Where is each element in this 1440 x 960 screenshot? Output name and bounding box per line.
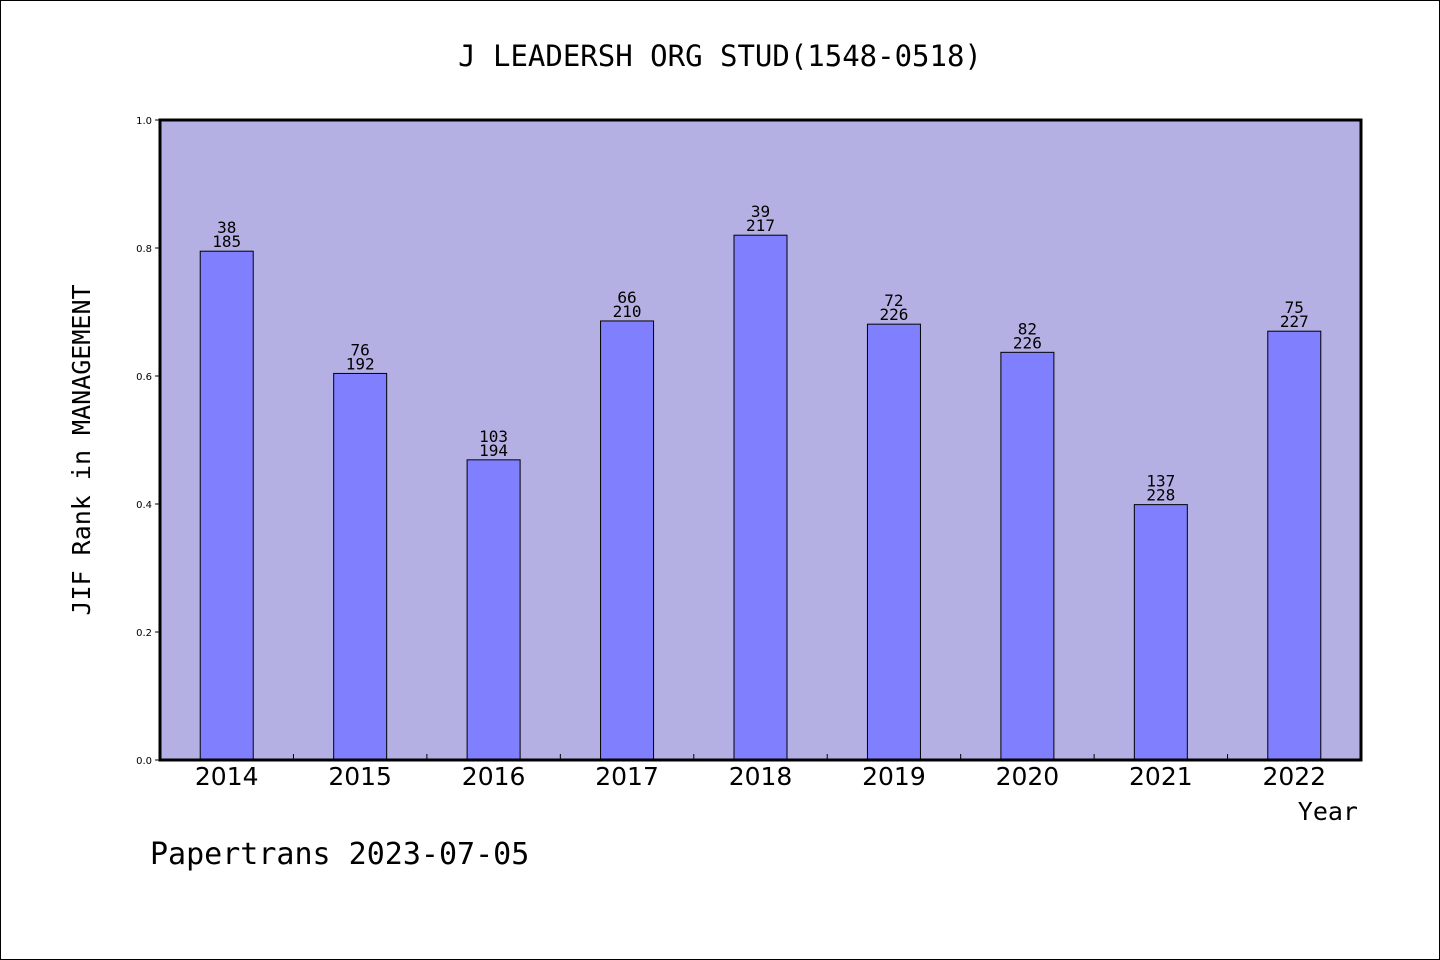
bar-2015 [333, 372, 388, 761]
bar-total-label: 228 [1146, 486, 1175, 505]
x-tick-label: 2019 [862, 762, 926, 791]
bar-rank-label: 66 [617, 288, 636, 307]
bar-total-label: 226 [1013, 333, 1042, 352]
y-tick-label: 0.2 [136, 628, 152, 639]
plot-border [158, 118, 1363, 762]
y-tick-label: 0.0 [136, 756, 152, 767]
y-tick-label: 0.8 [136, 244, 152, 255]
y-tick-label: 1.0 [136, 116, 152, 127]
x-tick-label: 2021 [1129, 762, 1193, 791]
bar-total-label: 217 [746, 216, 775, 235]
x-tick-label: 2020 [996, 762, 1060, 791]
x-tick-label: 2022 [1262, 762, 1326, 791]
y-tick-label: 0.4 [136, 500, 152, 511]
bar-rank-label: 103 [479, 427, 508, 446]
bar-rank-label: 82 [1018, 319, 1037, 338]
x-tick-label: 2016 [462, 762, 526, 791]
bar-rank-label: 38 [217, 218, 236, 237]
bar-total-label: 192 [346, 354, 375, 373]
bar-2017 [600, 320, 655, 761]
bar-2018 [733, 234, 788, 761]
y-axis-label: JIF Rank in MANAGEMENT [67, 284, 96, 615]
x-tick-label: 2014 [195, 762, 259, 791]
bar-total-label: 194 [479, 441, 508, 460]
bar-2020 [1000, 351, 1055, 761]
bar-rank-label: 75 [1285, 298, 1304, 317]
chart-title: J LEADERSH ORG STUD(1548-0518) [458, 39, 982, 73]
bar-rank-label: 72 [884, 291, 903, 310]
bar-2022 [1267, 330, 1322, 761]
bar-2016 [466, 459, 521, 761]
bar-rank-label: 76 [351, 340, 370, 359]
bar-total-label: 227 [1280, 312, 1309, 331]
bar-total-label: 226 [879, 305, 908, 324]
x-axis-label: Year [1298, 797, 1358, 826]
bar-2014 [199, 250, 254, 761]
footer-text: Papertrans 2023-07-05 [150, 837, 529, 872]
bar-2019 [866, 323, 921, 761]
y-tick-label: 0.6 [136, 372, 152, 383]
x-tick-label: 2018 [729, 762, 793, 791]
bar-rank-label: 137 [1146, 472, 1175, 491]
bar-rank-label: 39 [751, 202, 770, 221]
x-tick-label: 2015 [328, 762, 392, 791]
bar-2021 [1133, 504, 1188, 761]
bar-total-label: 210 [613, 302, 642, 321]
bar-total-label: 185 [212, 232, 241, 251]
x-tick-label: 2017 [595, 762, 659, 791]
